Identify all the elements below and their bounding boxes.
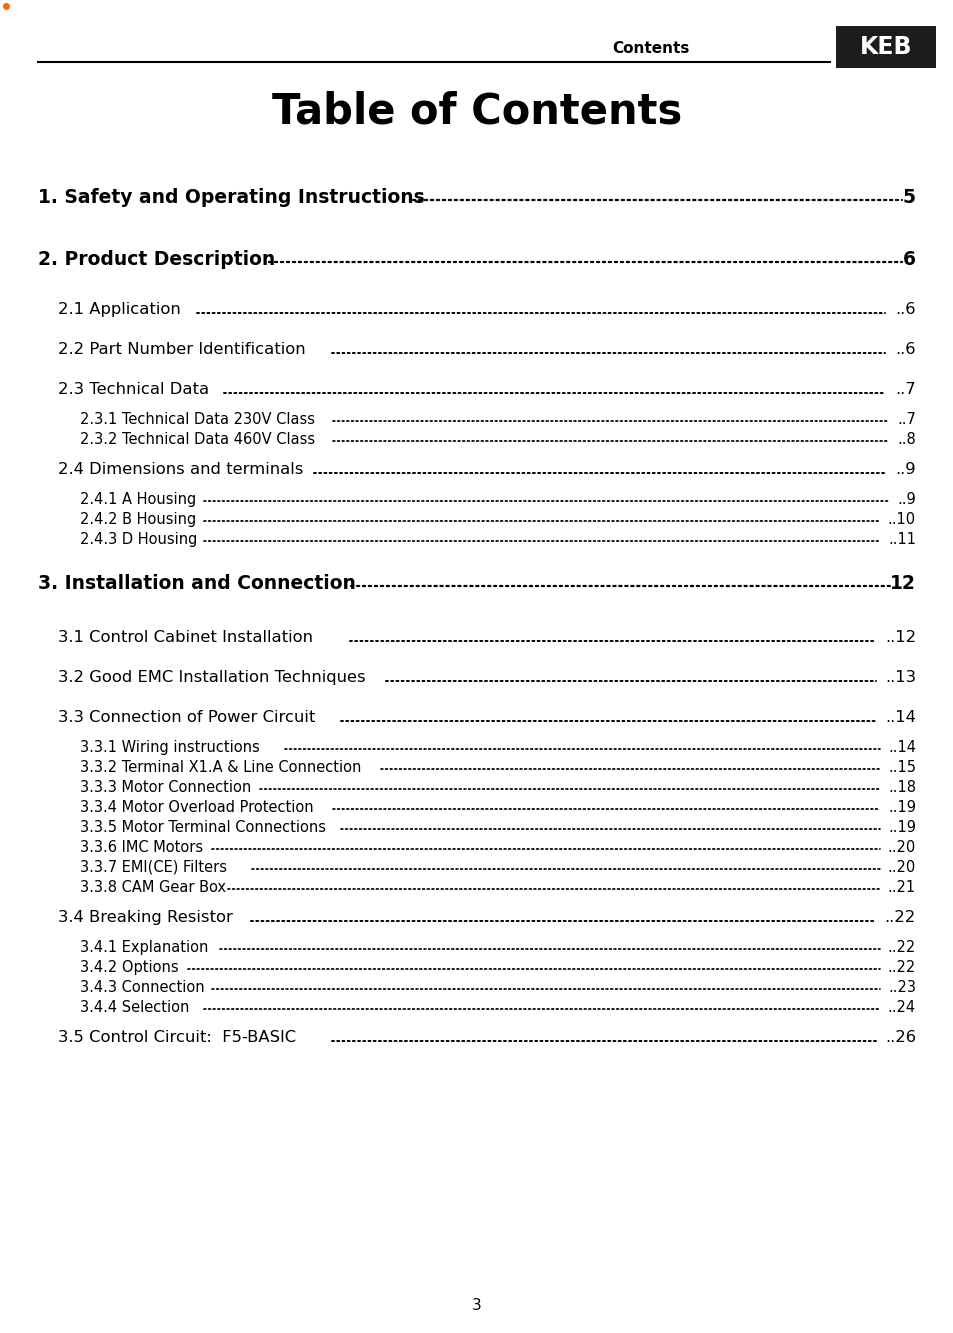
Text: 2.1 Application: 2.1 Application <box>58 303 180 317</box>
Text: ..15: ..15 <box>887 760 915 774</box>
Text: ..7: ..7 <box>896 412 915 427</box>
Text: 3.5 Control Circuit:  F5-BASIC: 3.5 Control Circuit: F5-BASIC <box>58 1030 295 1045</box>
Text: ..8: ..8 <box>897 432 915 447</box>
Text: ..22: ..22 <box>883 910 915 925</box>
Text: ..12: ..12 <box>884 631 915 645</box>
Text: 12: 12 <box>889 575 915 593</box>
Text: 2.4.1 A Housing: 2.4.1 A Housing <box>80 492 196 507</box>
Text: ..9: ..9 <box>897 492 915 507</box>
Text: ..14: ..14 <box>887 740 915 754</box>
Text: 2.4 Dimensions and terminals: 2.4 Dimensions and terminals <box>58 463 303 477</box>
Text: ..6: ..6 <box>895 343 915 357</box>
Text: 6: 6 <box>902 251 915 269</box>
Text: 3.4.2 Options: 3.4.2 Options <box>80 960 178 974</box>
Text: 1. Safety and Operating Instructions: 1. Safety and Operating Instructions <box>38 188 424 207</box>
Text: 2.4.2 B Housing: 2.4.2 B Housing <box>80 512 196 527</box>
Text: 3.3.1 Wiring instructions: 3.3.1 Wiring instructions <box>80 740 259 754</box>
Text: KEB: KEB <box>859 35 911 59</box>
Text: ..14: ..14 <box>884 710 915 725</box>
Text: ..20: ..20 <box>887 860 915 874</box>
Text: 3.3.5 Motor Terminal Connections: 3.3.5 Motor Terminal Connections <box>80 820 326 834</box>
Text: 2.2 Part Number Identification: 2.2 Part Number Identification <box>58 343 305 357</box>
Text: 2. Product Description: 2. Product Description <box>38 251 275 269</box>
Text: ..19: ..19 <box>887 800 915 814</box>
Text: ..9: ..9 <box>895 463 915 477</box>
Text: 3.3.7 EMI(CE) Filters: 3.3.7 EMI(CE) Filters <box>80 860 227 874</box>
Bar <box>835 27 935 68</box>
Text: ..18: ..18 <box>887 780 915 794</box>
Text: 3.4.1 Explanation: 3.4.1 Explanation <box>80 940 208 954</box>
Text: 3.3.2 Terminal X1.A & Line Connection: 3.3.2 Terminal X1.A & Line Connection <box>80 760 361 774</box>
Text: ..22: ..22 <box>887 960 915 974</box>
Text: 3.4 Breaking Resistor: 3.4 Breaking Resistor <box>58 910 233 925</box>
Text: 2.3.2 Technical Data 460V Class: 2.3.2 Technical Data 460V Class <box>80 432 314 447</box>
Text: Contents: Contents <box>612 41 689 56</box>
Text: 3.3 Connection of Power Circuit: 3.3 Connection of Power Circuit <box>58 710 315 725</box>
Text: 2.4.3 D Housing: 2.4.3 D Housing <box>80 532 197 547</box>
Text: ..20: ..20 <box>887 840 915 854</box>
Text: Table of Contents: Table of Contents <box>272 91 681 133</box>
Text: 5: 5 <box>902 188 915 207</box>
Text: ..13: ..13 <box>884 670 915 685</box>
Text: 3.3.8 CAM Gear Box: 3.3.8 CAM Gear Box <box>80 880 226 894</box>
Text: 3.1 Control Cabinet Installation: 3.1 Control Cabinet Installation <box>58 631 313 645</box>
Text: 3.3.3 Motor Connection: 3.3.3 Motor Connection <box>80 780 251 794</box>
Text: 2.3 Technical Data: 2.3 Technical Data <box>58 383 209 397</box>
Text: 3.3.6 IMC Motors: 3.3.6 IMC Motors <box>80 840 203 854</box>
Text: 3.2 Good EMC Installation Techniques: 3.2 Good EMC Installation Techniques <box>58 670 365 685</box>
Text: 2.3.1 Technical Data 230V Class: 2.3.1 Technical Data 230V Class <box>80 412 314 427</box>
Text: ..11: ..11 <box>887 532 915 547</box>
Text: 3.3.4 Motor Overload Protection: 3.3.4 Motor Overload Protection <box>80 800 314 814</box>
Text: 3.4.3 Connection: 3.4.3 Connection <box>80 980 204 994</box>
Text: ..21: ..21 <box>887 880 915 894</box>
Text: ..22: ..22 <box>887 940 915 954</box>
Text: 3: 3 <box>472 1297 481 1313</box>
Text: ..7: ..7 <box>895 383 915 397</box>
Text: ..19: ..19 <box>887 820 915 834</box>
Text: ..10: ..10 <box>887 512 915 527</box>
Text: ..24: ..24 <box>887 1000 915 1014</box>
Text: ..26: ..26 <box>884 1030 915 1045</box>
Text: ..6: ..6 <box>895 303 915 317</box>
Text: 3.4.4 Selection: 3.4.4 Selection <box>80 1000 190 1014</box>
Text: ..23: ..23 <box>887 980 915 994</box>
Text: 3. Installation and Connection: 3. Installation and Connection <box>38 575 355 593</box>
